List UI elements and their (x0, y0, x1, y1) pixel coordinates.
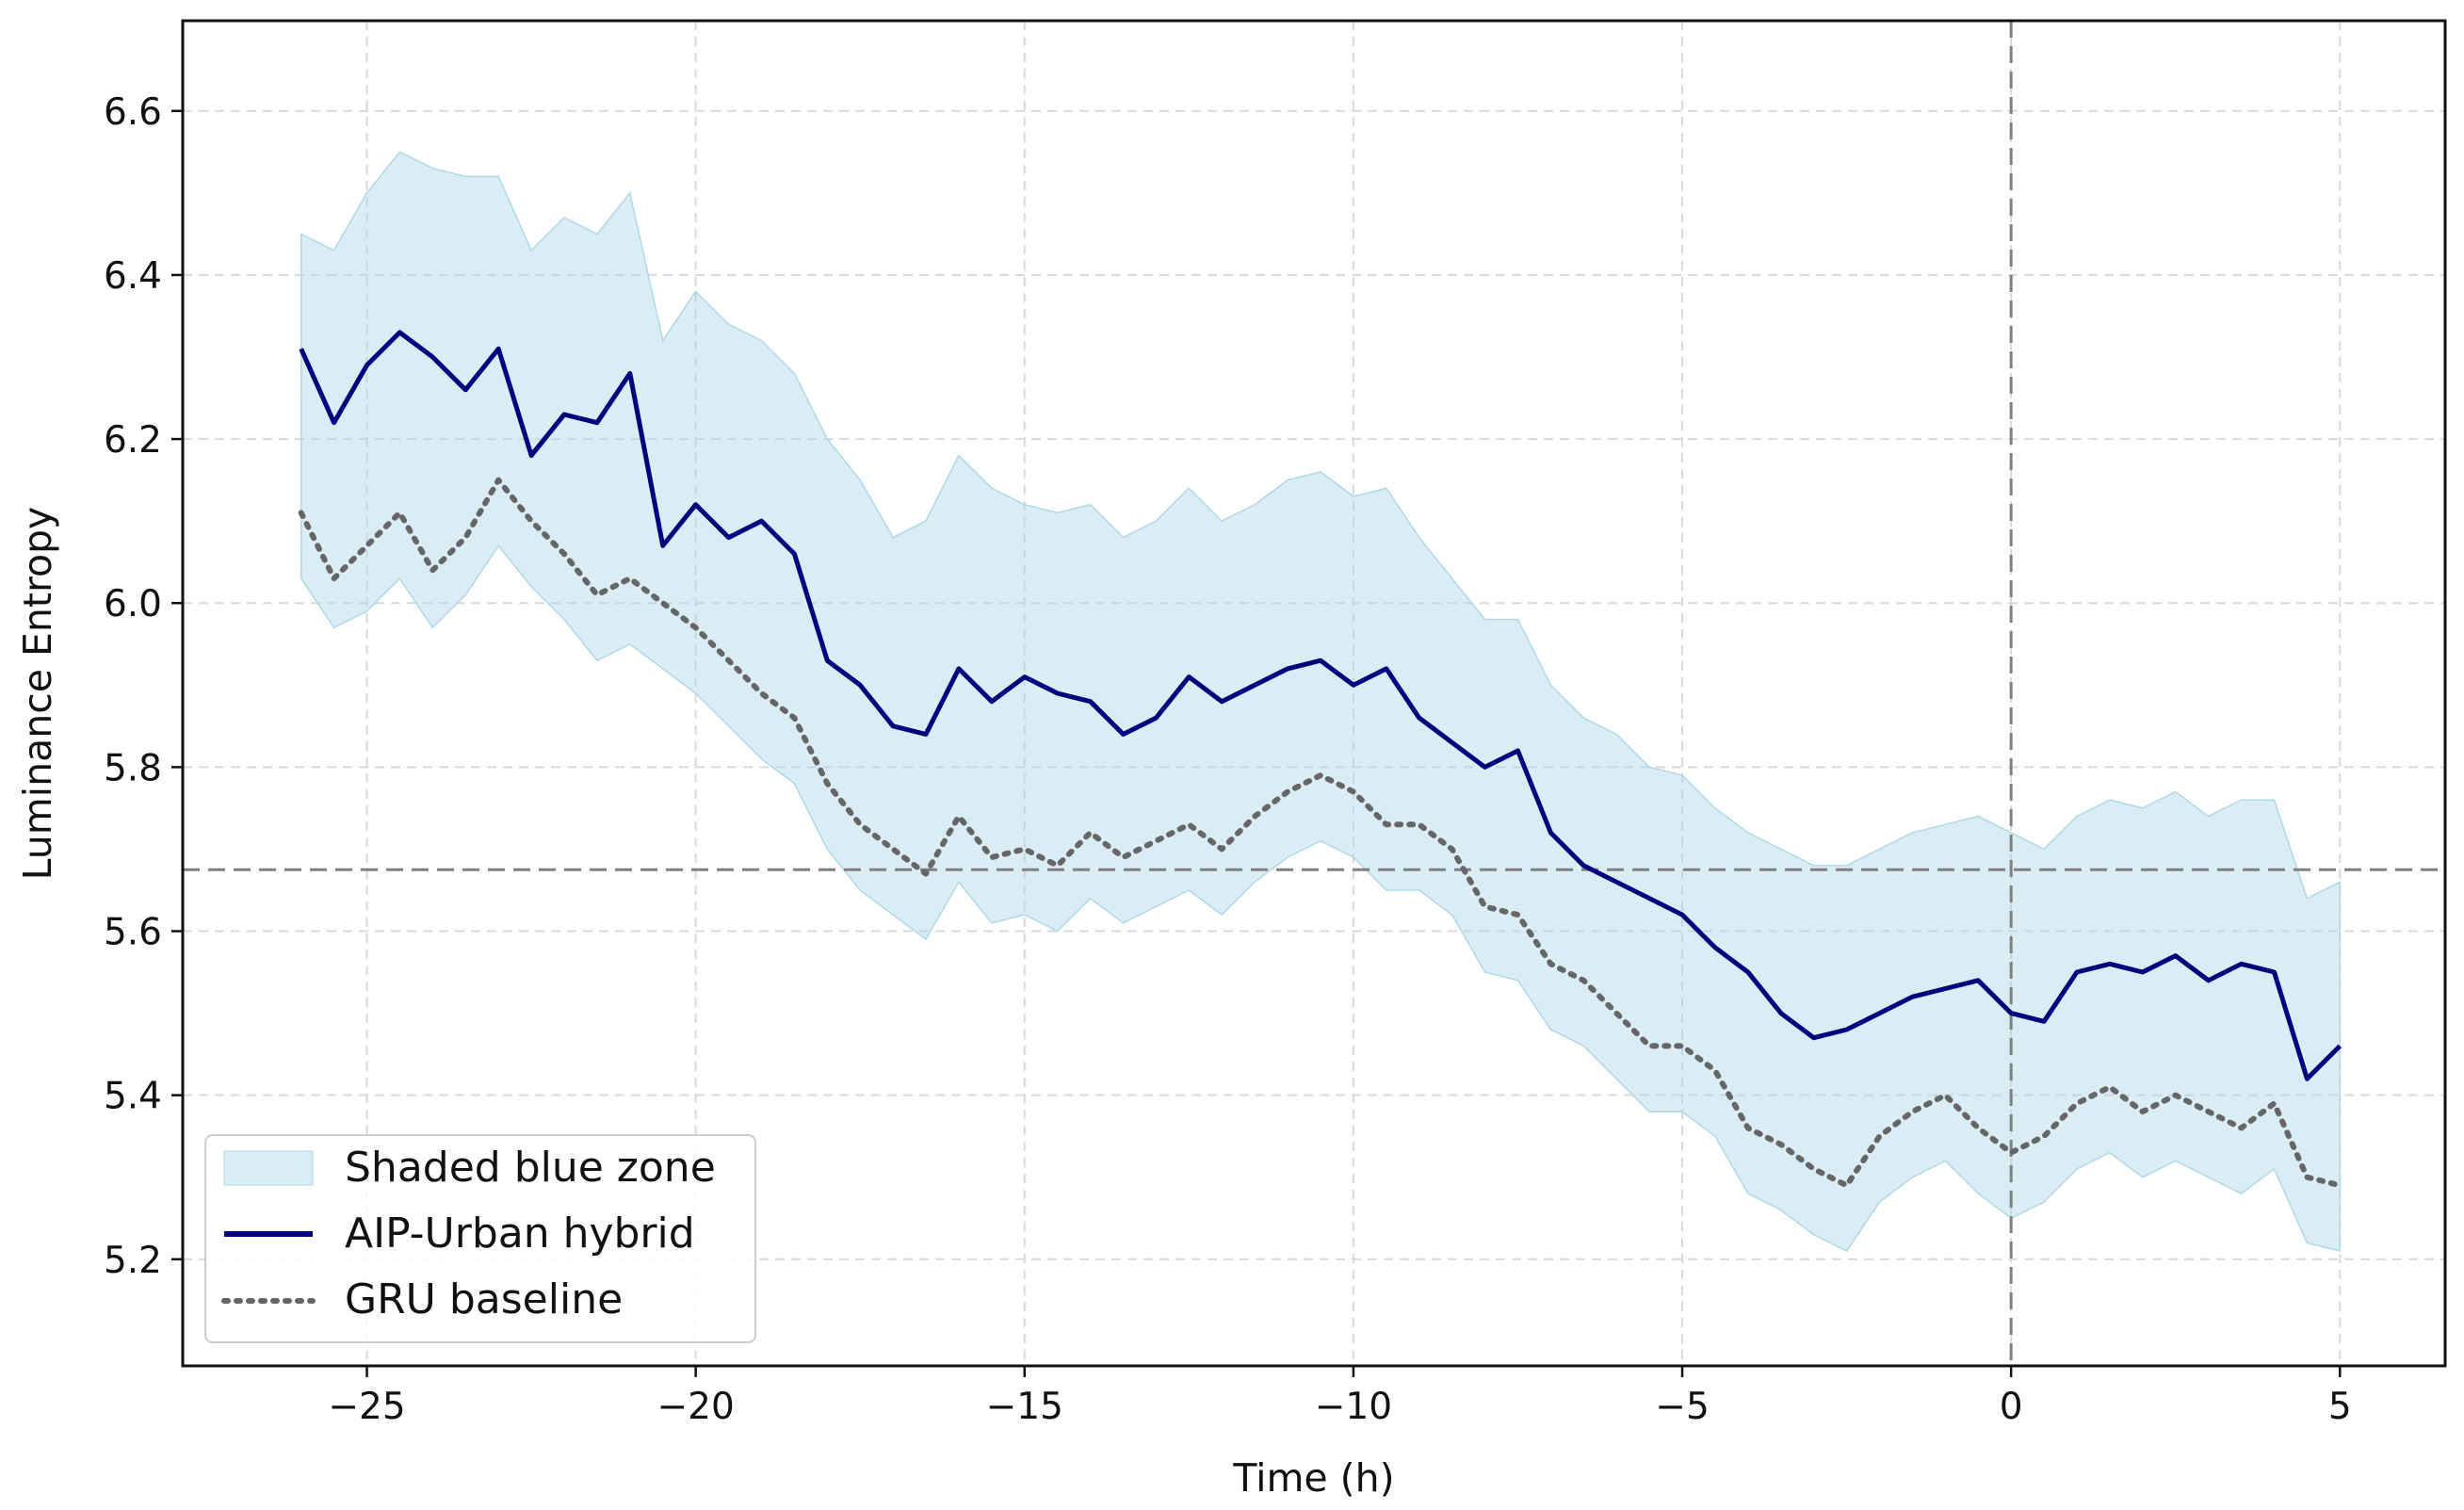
series-layer (298, 330, 2343, 1189)
legend-label-band: Shaded blue zone (345, 1144, 716, 1192)
plot-frame (181, 19, 2447, 1368)
x-axis-title: Time (h) (1232, 1455, 1394, 1501)
y-tick-label: 5.2 (104, 1240, 162, 1282)
legend-swatch-band (223, 1150, 314, 1186)
reference-lines (183, 21, 2445, 1366)
y-tick-label: 6.6 (104, 91, 162, 134)
x-tick-label: −25 (328, 1386, 405, 1428)
x-tick-label: −20 (657, 1386, 734, 1428)
legend-label-hybrid: AIP-Urban hybrid (345, 1210, 695, 1258)
x-tick-label: 5 (2328, 1386, 2352, 1428)
x-tick-label: −5 (1655, 1386, 1710, 1428)
y-axis: 5.2 5.4 5.6 5.8 6.0 6.2 6.4 6.6 (104, 91, 183, 1282)
y-tick-label: 5.6 (104, 912, 162, 954)
y-tick-label: 6.4 (104, 255, 162, 298)
x-tick-label: 0 (2000, 1386, 2023, 1428)
x-tick-label: −15 (986, 1386, 1063, 1428)
shaded-blue-zone (300, 151, 2342, 1253)
y-tick-label: 6.0 (104, 583, 162, 625)
legend: Shaded blue zone AIP-Urban hybrid GRU ba… (204, 1134, 756, 1343)
shaded-band-layer (300, 151, 2342, 1253)
gru-baseline-line (298, 477, 2343, 1189)
x-tick-label: −10 (1315, 1386, 1392, 1428)
legend-box (204, 1134, 756, 1343)
y-axis-title: Luminance Entropy (15, 507, 60, 881)
y-tick-label: 5.8 (104, 747, 162, 789)
x-axis: −25 −20 −15 −10 −5 0 5 (328, 1366, 2352, 1428)
aip-urban-hybrid-line (299, 330, 2342, 1081)
legend-label-gru: GRU baseline (345, 1275, 623, 1323)
y-tick-label: 5.4 (104, 1076, 162, 1118)
y-tick-label: 6.2 (104, 419, 162, 462)
